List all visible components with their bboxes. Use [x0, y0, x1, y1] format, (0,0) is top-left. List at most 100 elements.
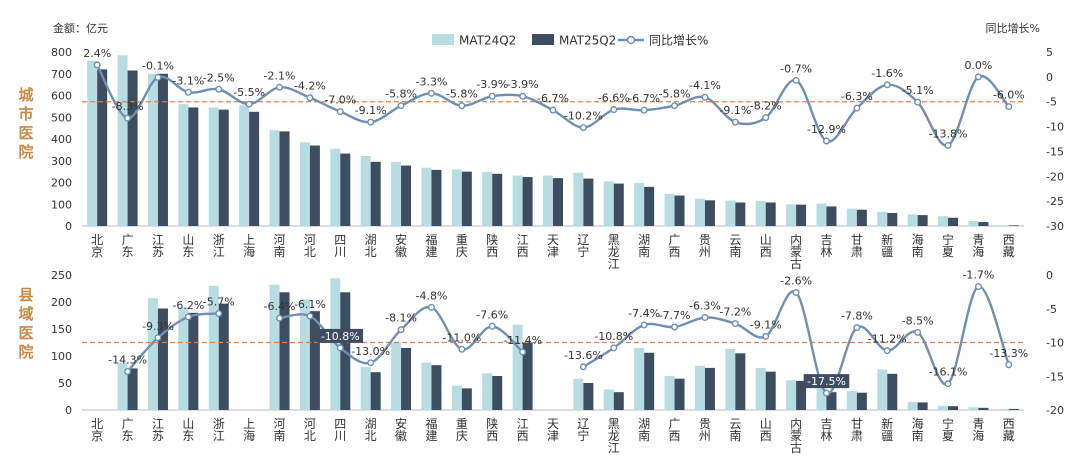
- bar-mat24q2: [391, 161, 402, 226]
- category-label: 广东: [122, 233, 134, 259]
- growth-marker: [184, 88, 192, 96]
- bar-mat25q2: [765, 202, 776, 226]
- category-label: 四川: [334, 233, 346, 259]
- growth-marker: [397, 326, 405, 334]
- bar-mat24q2: [998, 408, 1009, 410]
- category-label: 江苏: [152, 417, 164, 443]
- bar-mat25q2: [553, 178, 563, 226]
- bar-mat25q2: [856, 392, 867, 410]
- bar-mat24q2: [846, 208, 857, 226]
- growth-data-label: -0.7%: [780, 62, 812, 75]
- bar-mat25q2: [978, 222, 989, 226]
- bar-mat24q2: [998, 225, 1009, 226]
- legend-label-1: MAT24Q2: [459, 34, 516, 48]
- growth-data-label: -10.2%: [564, 110, 603, 123]
- growth-marker: [671, 323, 679, 331]
- category-label: 西藏: [1003, 417, 1015, 443]
- category-label: 重庆: [456, 233, 468, 259]
- bar-mat24q2: [573, 378, 584, 410]
- bar-mat25q2: [583, 383, 594, 410]
- bar-mat24q2: [178, 307, 189, 410]
- growth-data-label: -4.8%: [415, 289, 447, 302]
- growth-data-label: -6.3%: [841, 90, 873, 103]
- bar-mat25q2: [157, 73, 168, 226]
- bar-mat25q2: [917, 402, 928, 410]
- category-label: 海南: [912, 232, 924, 259]
- bar-mat24q2: [360, 155, 371, 226]
- bar-mat25q2: [431, 365, 442, 410]
- category-label: 天津: [547, 417, 559, 443]
- bar-mat24q2: [907, 214, 918, 226]
- bar-mat24q2: [816, 203, 827, 226]
- bar-mat24q2: [938, 216, 949, 226]
- growth-data-label: -11.4%: [503, 334, 542, 347]
- growth-marker: [731, 320, 739, 328]
- left-tick-label: 500: [51, 111, 72, 124]
- bar-mat25q2: [370, 161, 381, 226]
- bar-mat24q2: [543, 175, 553, 226]
- growth-data-label: -14.3%: [108, 354, 147, 367]
- category-label: 湖北: [365, 232, 377, 259]
- bar-mat25q2: [401, 347, 412, 410]
- category-label: 甘肃: [851, 233, 863, 259]
- left-tick-label: 700: [51, 68, 72, 81]
- bar-mat24q2: [968, 220, 979, 226]
- growth-data-label: -2.1%: [264, 69, 296, 82]
- category-label: 吉林: [820, 233, 832, 259]
- bar-mat24q2: [512, 175, 523, 226]
- bar-mat25q2: [704, 367, 715, 410]
- growth-marker: [822, 137, 830, 145]
- bar-mat25q2: [613, 183, 624, 226]
- bar-mat24q2: [330, 148, 341, 226]
- bar-mat24q2: [694, 198, 705, 226]
- growth-data-label: -5.7%: [203, 295, 235, 308]
- growth-data-label: -6.6%: [598, 92, 630, 105]
- growth-marker: [276, 83, 284, 91]
- legend-swatch-1: [432, 34, 454, 45]
- bar-mat25q2: [522, 177, 533, 226]
- bar-mat25q2: [826, 206, 837, 226]
- left-tick-label: 300: [51, 155, 72, 168]
- growth-marker: [1005, 103, 1013, 111]
- bar-mat25q2: [522, 342, 533, 410]
- bar-mat24q2: [664, 375, 675, 410]
- category-label: 甘肃: [851, 417, 863, 443]
- bar-mat25q2: [461, 388, 472, 410]
- growth-data-label: -12.9%: [807, 123, 846, 136]
- bar-mat25q2: [218, 303, 229, 410]
- growth-marker: [427, 89, 435, 97]
- growth-marker: [853, 104, 861, 112]
- growth-data-label: -9.1%: [750, 318, 782, 331]
- growth-marker: [93, 61, 101, 69]
- right-tick-label: -15: [1046, 370, 1064, 383]
- bar-mat25q2: [249, 111, 260, 226]
- section-label-2: 县域医院: [18, 286, 33, 361]
- growth-data-label: -7.8%: [841, 310, 873, 323]
- growth-marker: [762, 332, 770, 340]
- category-label: 青海: [972, 233, 984, 259]
- category-label: 广东: [122, 417, 134, 443]
- bar-mat25q2: [401, 165, 412, 226]
- growth-marker: [215, 309, 223, 317]
- category-label: 北京: [91, 233, 103, 259]
- growth-marker: [549, 106, 557, 114]
- growth-marker: [701, 93, 709, 101]
- bar-mat24q2: [421, 167, 432, 226]
- growth-marker: [640, 106, 648, 114]
- category-label: 湖南: [638, 232, 650, 259]
- category-label: 宁夏: [942, 232, 954, 259]
- bar-mat25q2: [340, 153, 351, 226]
- growth-data-label: -7.2%: [719, 306, 751, 319]
- growth-marker: [154, 73, 162, 81]
- left-tick-label: 600: [51, 90, 72, 103]
- growth-marker: [883, 347, 891, 355]
- right-tick-label: -30: [1046, 220, 1064, 233]
- growth-data-label: -13.8%: [929, 127, 968, 140]
- category-label: 四川: [334, 417, 346, 443]
- bar-mat24q2: [603, 181, 614, 226]
- growth-data-label: -3.3%: [415, 75, 447, 88]
- growth-marker: [458, 345, 466, 353]
- category-label: 浙江: [213, 233, 225, 259]
- bar-mat25q2: [370, 372, 381, 410]
